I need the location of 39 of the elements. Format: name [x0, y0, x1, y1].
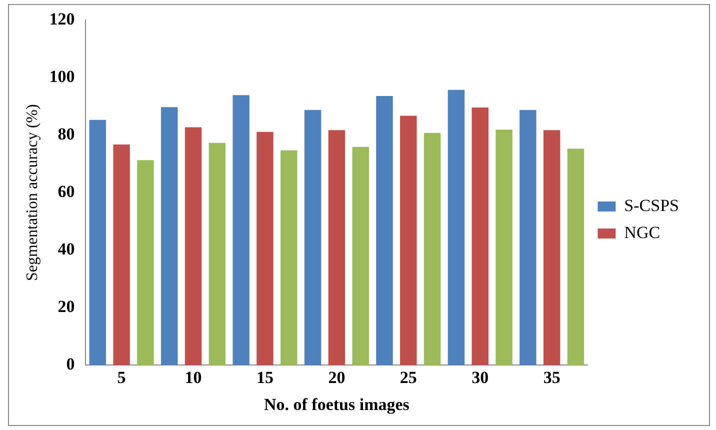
x-tick-label: 35	[543, 368, 560, 387]
bar	[89, 120, 106, 366]
x-tick-label: 20	[328, 368, 346, 387]
y-axis-title: Segmentation accuracy (%)	[24, 104, 41, 282]
bar	[567, 148, 584, 366]
bar	[232, 95, 250, 366]
y-tick-label: 60	[58, 182, 75, 201]
bar	[280, 150, 298, 366]
bar	[496, 130, 512, 366]
bar	[328, 130, 346, 366]
bar	[520, 110, 536, 366]
bar	[304, 110, 322, 366]
bar	[400, 116, 417, 366]
y-tick-label: 100	[49, 66, 75, 86]
x-tick-label: 5	[117, 368, 126, 387]
y-tick-label: 40	[58, 240, 75, 259]
bar	[424, 133, 441, 366]
bar	[184, 127, 202, 366]
y-tick-label: 20	[58, 297, 75, 316]
legend-label: NGC	[624, 222, 660, 242]
bar	[352, 146, 369, 366]
bar	[113, 144, 130, 366]
x-tick-label: 25	[400, 368, 417, 387]
bar	[448, 90, 465, 366]
bar	[376, 96, 393, 366]
bar	[472, 107, 488, 366]
bar	[137, 160, 154, 366]
x-tick-label: 10	[184, 368, 202, 387]
bar	[160, 107, 178, 366]
x-tick-label: 30	[472, 368, 489, 387]
x-tick-label: 15	[256, 368, 274, 387]
y-tick-label: 0	[66, 354, 75, 374]
bar	[208, 142, 226, 366]
bar	[256, 132, 274, 366]
legend-label: S-CSPS	[624, 196, 680, 215]
x-axis-title: No. of foetus images	[264, 395, 410, 414]
bar	[543, 130, 560, 366]
y-tick-label: 120	[49, 9, 75, 28]
y-tick-label: 80	[58, 124, 75, 144]
